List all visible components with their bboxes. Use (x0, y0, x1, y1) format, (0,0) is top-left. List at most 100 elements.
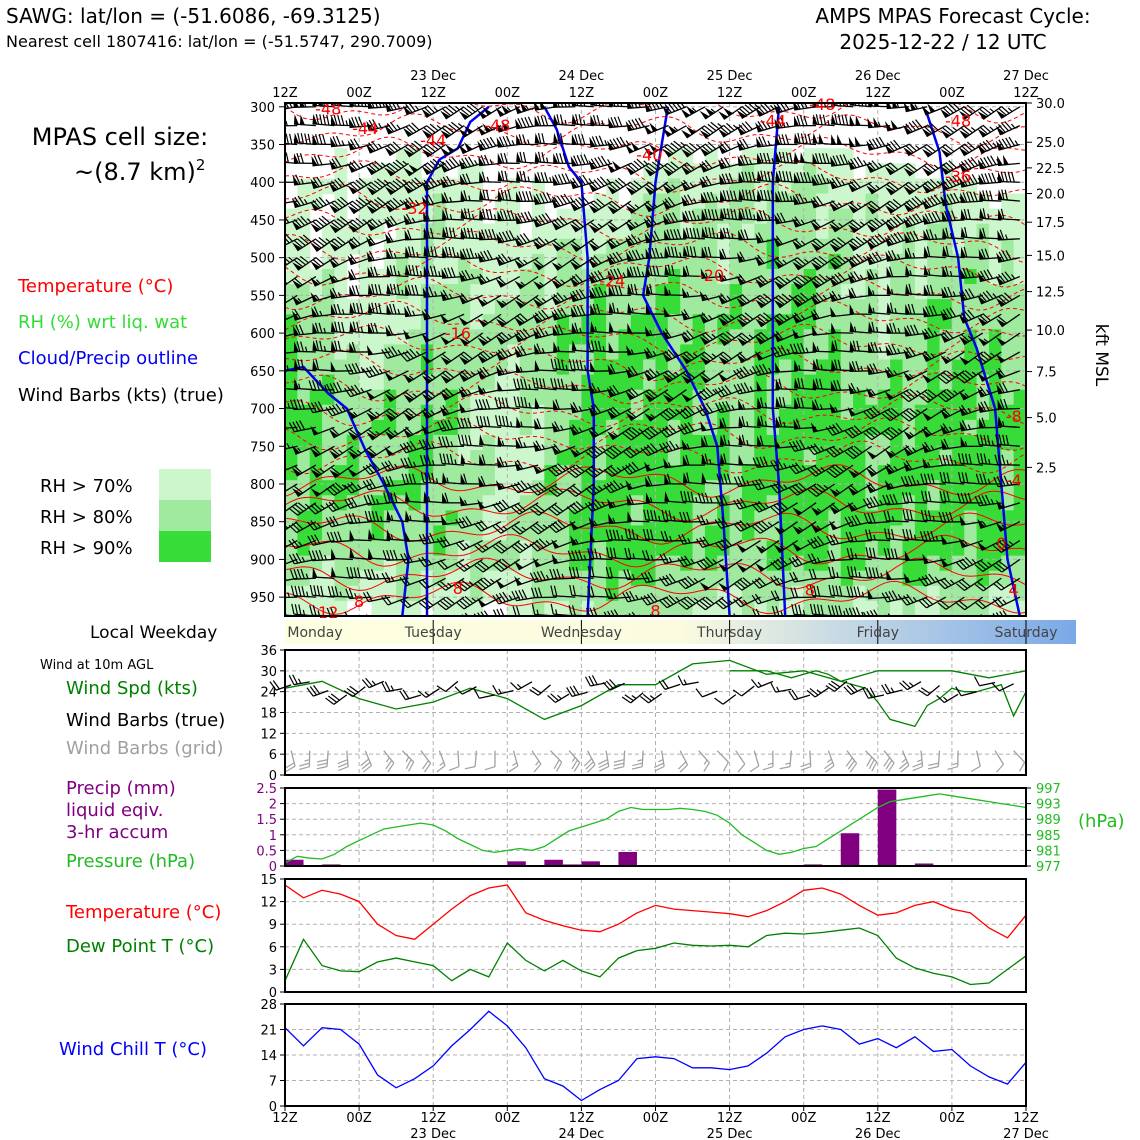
barb-full (355, 285, 360, 296)
barb-half (625, 140, 630, 146)
barb-half (285, 120, 288, 126)
rh-cell (334, 570, 348, 587)
rh-cell (433, 344, 447, 361)
rh-cell (445, 299, 459, 315)
rh-cell (408, 465, 422, 481)
barb-full (485, 189, 490, 201)
rh-cell (1013, 299, 1026, 315)
rh-cell (494, 465, 508, 481)
top-date-label: 27 Dec (1003, 69, 1049, 84)
rh-cell (741, 284, 755, 300)
rh-cell (630, 284, 644, 300)
rh-cell (285, 268, 298, 285)
rh-cell (482, 253, 496, 270)
rh-cell (667, 299, 681, 315)
barb-shaft (460, 199, 483, 202)
top-hour-label: 00Z (346, 86, 372, 101)
rh-cell (371, 600, 385, 616)
rh-cell (630, 450, 644, 466)
cycle-date: 2025-12-22 / 12 UTC (839, 30, 1046, 54)
rh-cell (482, 450, 496, 466)
rh-cell (334, 374, 348, 391)
barb-full (617, 116, 623, 127)
rh-cell (865, 419, 879, 436)
barb-full (276, 397, 280, 407)
rh-cell (556, 465, 570, 481)
rh-cell (556, 419, 570, 436)
rh-cell (1013, 555, 1026, 572)
rh-cell (519, 419, 533, 436)
barb-full (276, 483, 284, 493)
top-date-label: 23 Dec (410, 69, 456, 84)
barb-full (322, 134, 326, 145)
rh-cell (285, 495, 298, 511)
rh-cell (630, 238, 644, 255)
rh-cell (445, 525, 459, 542)
barb-half (325, 199, 330, 204)
rh-cell (507, 525, 521, 542)
rh-cell (396, 314, 410, 330)
rh-cell (630, 314, 644, 330)
rh-cell (482, 510, 496, 527)
rh-cell (556, 450, 570, 466)
rh-cell (544, 238, 558, 255)
rh-cell (346, 570, 360, 587)
barb-flag (649, 122, 658, 132)
rh-cell (606, 419, 620, 436)
rh-cell (1013, 223, 1026, 240)
rh-cell (408, 223, 422, 240)
upper-wind-barb (478, 154, 502, 167)
barb-full (279, 398, 283, 408)
rh-cell (939, 314, 953, 330)
barb-half (527, 176, 530, 182)
rh-cell (593, 570, 607, 587)
rh-cell (408, 450, 422, 466)
barb-flag (275, 360, 280, 370)
cell-size-value: ~(8.7 km)2 (74, 156, 205, 186)
legend-rh80-swatch (159, 500, 211, 531)
rh-cell (606, 374, 620, 391)
rh-cell (408, 495, 422, 511)
rh-cell (408, 540, 422, 557)
rh-cell (914, 540, 928, 557)
rh-cell (779, 223, 792, 240)
barb-full (276, 605, 280, 615)
rh-cell (606, 525, 620, 542)
barb-full (541, 133, 545, 144)
barb-full (271, 542, 278, 552)
rh-cell (371, 208, 385, 225)
rh-cell (581, 450, 595, 466)
rh-cell (371, 374, 385, 391)
rh-cell (494, 374, 508, 391)
top-hour-label: 00Z (791, 86, 817, 101)
rh-cell (816, 208, 829, 225)
rh-cell (519, 450, 533, 466)
rh-cell (853, 434, 867, 451)
rh-cell (507, 299, 521, 315)
barb-full (525, 191, 530, 202)
barb-full (674, 103, 682, 110)
rh-cell (606, 480, 620, 496)
top-hour-label: 12Z (569, 86, 595, 101)
rh-cell (655, 540, 669, 557)
rh-cell (396, 344, 410, 361)
rh-cell (433, 600, 447, 616)
rh-cell (433, 374, 447, 391)
rh-cell (507, 374, 521, 391)
rh-cell (630, 419, 644, 436)
rh-cell (890, 314, 904, 330)
rh-cell (383, 329, 397, 346)
rh-cell (457, 299, 471, 315)
upper-wind-barb (384, 121, 409, 135)
rh-cell (704, 465, 718, 481)
rh-cell (630, 253, 644, 270)
rh-cell (791, 480, 805, 496)
rh-cell (544, 389, 558, 406)
rh-cell (297, 495, 311, 511)
rh-cell (680, 268, 694, 285)
rh-cell (630, 540, 644, 557)
top-hour-label: 00Z (643, 86, 669, 101)
cross-section-panel: -48-44-44-48-40-48-44 -48-36-32-24 -20-16-… (250, 95, 1111, 622)
rh-cell (482, 434, 496, 451)
